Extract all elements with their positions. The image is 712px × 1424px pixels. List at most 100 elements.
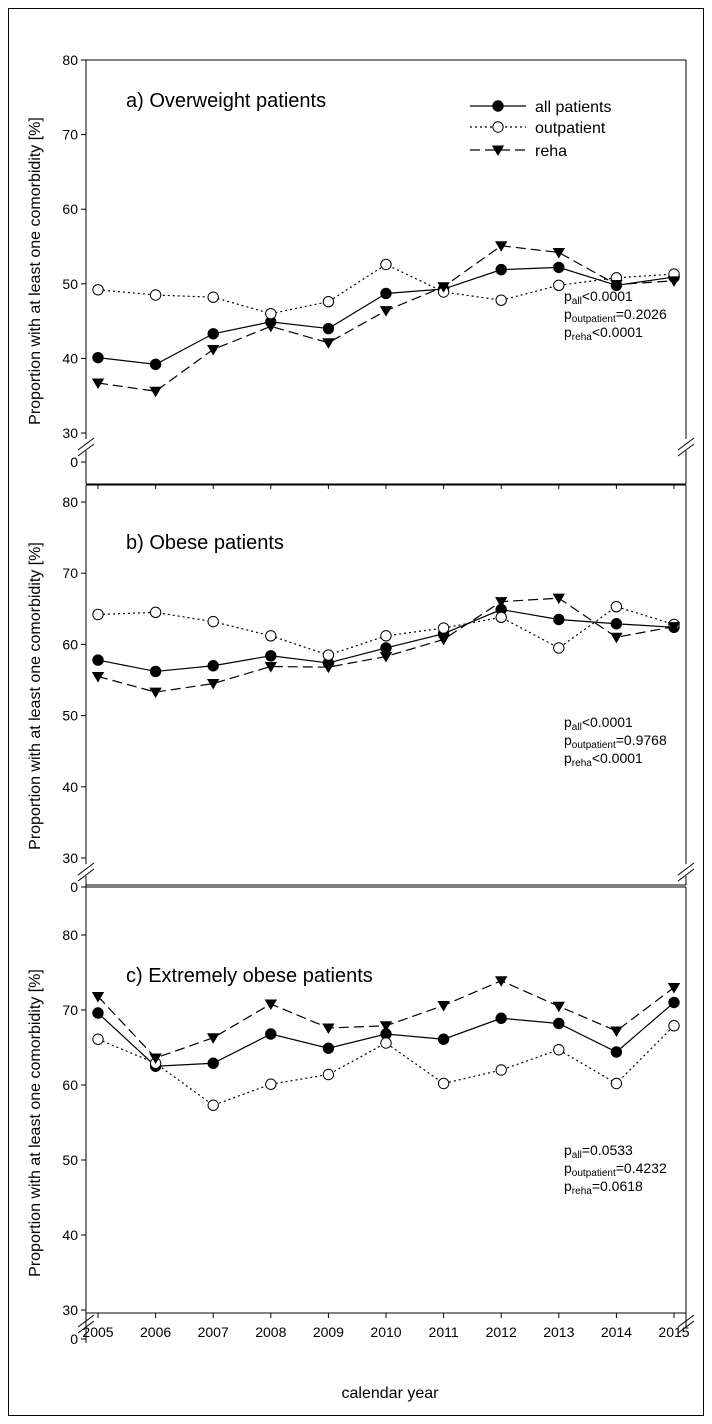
data-point-all bbox=[495, 1012, 507, 1024]
data-point-outpatient bbox=[668, 1020, 680, 1032]
legend-label-outpatient: outpatient bbox=[535, 120, 606, 137]
data-point-outpatient bbox=[92, 1033, 104, 1045]
axis-break-mark-left bbox=[77, 1314, 95, 1328]
data-point-reha bbox=[552, 593, 565, 605]
axis-break-mark-right bbox=[677, 443, 695, 457]
y-tick-label: 60 bbox=[62, 201, 78, 217]
chart-panel-a: 0 30 40 50 60 70 80 Proportion with at least on… bbox=[27, 52, 695, 489]
data-point-all bbox=[322, 322, 335, 335]
axis-break-mark-right bbox=[677, 437, 695, 451]
data-point-reha bbox=[610, 632, 623, 644]
data-point-all bbox=[149, 358, 162, 371]
p-value-all: pall<0.0001 bbox=[564, 714, 633, 733]
y-tick-label: 50 bbox=[62, 708, 78, 724]
data-point-all bbox=[265, 650, 277, 662]
legend-label-reha: reha bbox=[535, 143, 567, 160]
data-point-outpatient bbox=[553, 279, 565, 291]
data-point-reha bbox=[552, 1001, 565, 1013]
data-point-reha bbox=[149, 386, 162, 398]
p-value-all: pall=0.0533 bbox=[564, 1142, 633, 1161]
data-point-outpatient bbox=[92, 608, 104, 621]
y-axis-label: Proportion with at least one comorbidity… bbox=[27, 117, 44, 425]
data-point-outpatient bbox=[322, 296, 335, 308]
data-point-outpatient bbox=[495, 294, 507, 306]
legend-marker-all bbox=[492, 100, 504, 112]
data-point-reha bbox=[91, 992, 105, 1003]
x-tick-label: 2007 bbox=[198, 1324, 229, 1340]
y-tick-label: 40 bbox=[62, 779, 78, 795]
p-value-outpatient: poutpatient=0.9768 bbox=[564, 732, 667, 751]
data-point-all bbox=[380, 287, 392, 300]
data-point-outpatient bbox=[265, 630, 277, 642]
x-tick-label: 2010 bbox=[370, 1324, 401, 1340]
data-point-outpatient bbox=[380, 258, 392, 271]
x-tick-label: 2012 bbox=[486, 1324, 517, 1340]
p-value-outpatient: poutpatient=0.2026 bbox=[564, 306, 667, 325]
data-point-outpatient bbox=[553, 642, 565, 654]
panels: 0 30 40 50 60 70 80 Proportion with at least on… bbox=[27, 52, 695, 1347]
data-point-all bbox=[207, 660, 219, 672]
data-point-reha bbox=[610, 1026, 623, 1037]
axis-break-mark-left bbox=[77, 443, 95, 457]
x-tick-label: 2014 bbox=[601, 1324, 632, 1340]
outer-frame bbox=[8, 8, 704, 1416]
data-point-outpatient bbox=[207, 615, 219, 628]
x-tick-label: 2011 bbox=[429, 1324, 459, 1340]
y-tick-label: 80 bbox=[62, 927, 78, 943]
data-point-outpatient bbox=[495, 1064, 507, 1076]
chart-title: c) Extremely obese patients bbox=[126, 965, 373, 987]
legend-marker-outpatient bbox=[492, 121, 504, 133]
axis-break-mark-right bbox=[677, 1314, 695, 1328]
y-tick-label: 40 bbox=[62, 1227, 78, 1243]
data-point-all bbox=[610, 1046, 623, 1058]
y-tick-label: 0 bbox=[70, 454, 78, 470]
axis-break-mark-left bbox=[77, 862, 95, 876]
data-point-reha bbox=[495, 241, 508, 252]
data-point-all bbox=[668, 996, 680, 1009]
y-tick-label: 0 bbox=[70, 1331, 78, 1347]
data-point-all bbox=[207, 1057, 219, 1069]
data-point-all bbox=[553, 261, 565, 274]
y-tick-label: 50 bbox=[62, 276, 78, 292]
chart-panel-c: 0 30 40 50 60 70 80 Proportion with at least on… bbox=[27, 886, 695, 1347]
data-point-outpatient bbox=[610, 600, 623, 613]
data-point-outpatient bbox=[265, 307, 277, 320]
data-point-outpatient bbox=[207, 1099, 219, 1111]
data-point-all bbox=[495, 263, 507, 276]
axis-break-mark-right bbox=[677, 868, 695, 882]
p-value-outpatient: poutpatient=0.4232 bbox=[564, 1160, 667, 1179]
x-axis-label: calendar year bbox=[342, 1385, 440, 1402]
data-point-all bbox=[380, 642, 392, 654]
data-point-reha bbox=[495, 597, 508, 608]
y-tick-label: 70 bbox=[62, 565, 78, 581]
data-point-reha bbox=[379, 1021, 393, 1032]
x-tick-label: 2015 bbox=[658, 1324, 689, 1340]
p-value-all: pall<0.0001 bbox=[564, 288, 633, 307]
y-axis-label: Proportion with at least one comorbidity… bbox=[27, 969, 44, 1277]
data-point-reha bbox=[667, 276, 681, 287]
data-point-reha bbox=[149, 1053, 162, 1064]
data-point-reha bbox=[495, 976, 508, 987]
data-point-reha bbox=[322, 338, 335, 349]
x-tick-label: 2013 bbox=[543, 1324, 574, 1340]
data-point-outpatient bbox=[92, 284, 104, 296]
data-point-all bbox=[92, 654, 104, 666]
data-point-outpatient bbox=[322, 649, 335, 661]
chart-panel-b: 0 30 40 50 60 70 80 Proportion with at least on… bbox=[27, 484, 695, 895]
data-point-reha bbox=[610, 280, 623, 291]
data-point-reha bbox=[207, 679, 220, 690]
data-point-reha bbox=[207, 344, 220, 356]
p-value-reha: preha=0.0618 bbox=[564, 1178, 643, 1197]
axis-break-mark-right bbox=[677, 862, 695, 876]
x-tick-label: 2006 bbox=[140, 1324, 171, 1340]
data-point-reha bbox=[437, 1001, 450, 1012]
y-tick-label: 50 bbox=[62, 1152, 78, 1168]
y-tick-label: 0 bbox=[70, 879, 78, 895]
data-point-all bbox=[553, 613, 565, 626]
axis-break-mark-left bbox=[77, 868, 95, 882]
legend-marker-reha bbox=[491, 145, 505, 156]
legend: all patients outpatient reha bbox=[470, 99, 612, 160]
data-point-all bbox=[610, 618, 623, 630]
data-point-reha bbox=[264, 661, 277, 673]
data-point-reha bbox=[379, 306, 393, 317]
